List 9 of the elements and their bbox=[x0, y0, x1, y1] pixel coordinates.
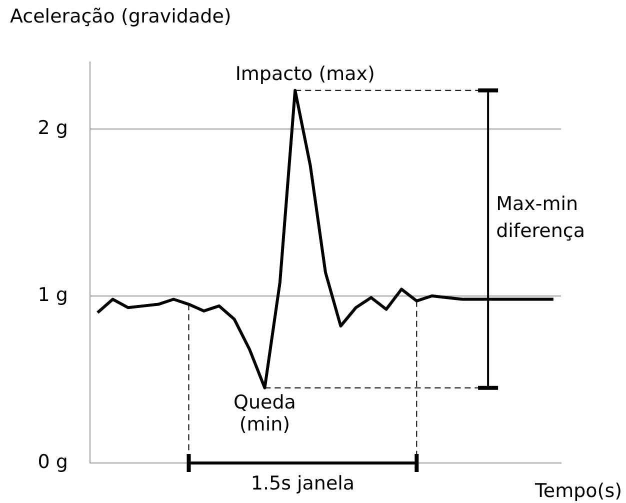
y-tick-label: 2 g bbox=[38, 116, 68, 139]
y-tick-label: 1 g bbox=[38, 284, 68, 306]
annotation: Queda (min) bbox=[234, 391, 296, 436]
y-axis-title: Aceleração (gravidade) bbox=[10, 5, 232, 28]
y-tick-label: 0 g bbox=[38, 450, 68, 473]
x-axis-title: Tempo(s) bbox=[534, 480, 622, 502]
text: 1.5s janela bbox=[250, 472, 355, 494]
annotation: Max-min diferença bbox=[496, 193, 586, 242]
annotation: Impacto (max) bbox=[235, 62, 375, 85]
